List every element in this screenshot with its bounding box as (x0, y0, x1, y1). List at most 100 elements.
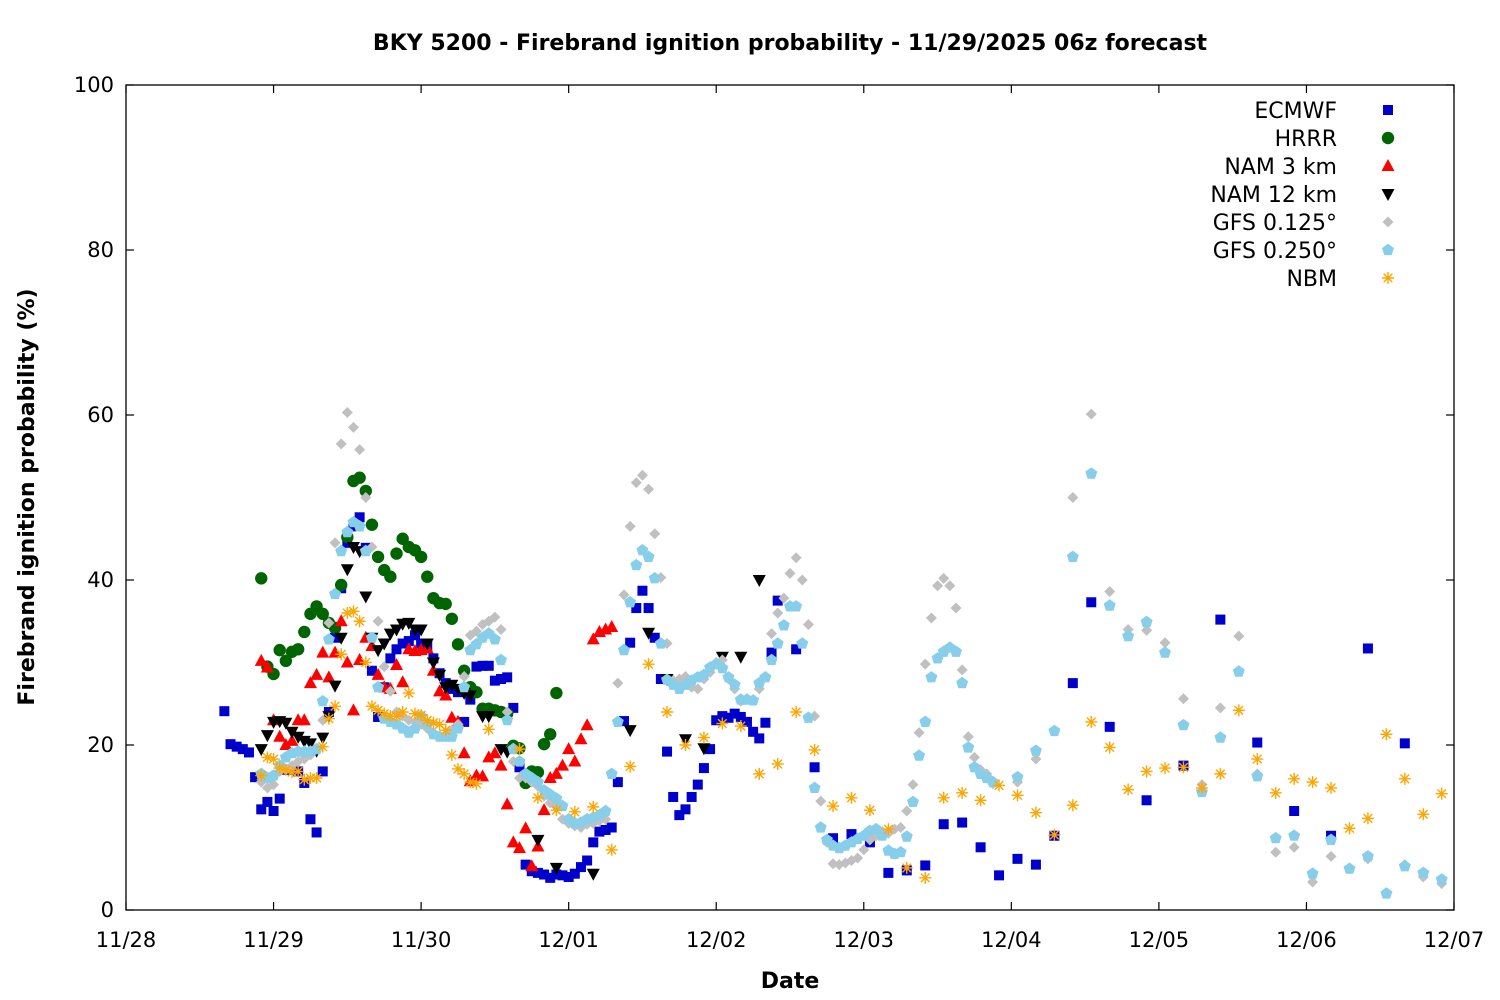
data-point-nbm (359, 656, 372, 669)
data-point-gfs-0-250 (968, 761, 981, 773)
data-point-hrrr (414, 550, 428, 564)
data-point-gfs-0-250 (759, 671, 772, 683)
data-point-nbm (1066, 799, 1079, 812)
data-point-gfs-0-250 (728, 678, 741, 690)
data-point-nbm (273, 762, 286, 775)
data-point-nam-12-km (390, 624, 404, 637)
legend-marker-gfs-0-250 (1382, 243, 1394, 256)
data-point-nbm (292, 765, 305, 778)
data-point-ecmwf (655, 674, 666, 684)
x-tick-label: 12/05 (1129, 928, 1190, 952)
data-point-gfs-0-250 (636, 544, 649, 556)
data-point-nbm (439, 724, 452, 737)
data-point-nam-3-km (500, 797, 514, 810)
y-tick-label: 80 (87, 238, 114, 262)
data-point-gfs-0-250 (458, 681, 471, 693)
x-axis-label: Date (761, 969, 820, 994)
data-point-ecmwf (600, 824, 611, 835)
data-point-ecmwf (477, 660, 488, 671)
data-point-ecmwf (717, 711, 728, 722)
data-point-gfs-0-125 (341, 407, 353, 419)
data-point-ecmwf (594, 826, 605, 837)
data-point-gfs-0-125 (1288, 841, 1300, 853)
data-point-ecmwf (619, 716, 629, 727)
data-point-ecmwf (686, 791, 697, 802)
data-point-nam-12-km (383, 628, 397, 641)
data-point-nbm (568, 805, 581, 818)
data-point-nbm (900, 861, 913, 874)
x-tick-label: 11/29 (243, 928, 304, 952)
data-point-nam-3-km (574, 732, 588, 745)
data-point-gfs-0-125 (378, 661, 390, 673)
legend-marker-hrrr (1381, 131, 1395, 145)
data-point-nbm (1435, 787, 1448, 800)
data-point-gfs-0-250 (624, 596, 637, 608)
data-point-nbm (1122, 783, 1135, 796)
data-point-nbm (1011, 789, 1024, 802)
data-point-nbm (482, 723, 495, 736)
data-point-ecmwf (563, 872, 574, 882)
data-point-nam-12-km (340, 564, 354, 577)
data-point-ecmwf (760, 717, 771, 728)
data-point-gfs-0-250 (1288, 829, 1301, 841)
data-point-nbm (1048, 828, 1061, 841)
data-point-gfs-0-125 (815, 795, 827, 807)
data-point-nam-3-km (340, 655, 354, 668)
x-tick-label: 11/30 (391, 928, 452, 952)
data-point-gfs-0-250 (1380, 887, 1393, 899)
data-point-nbm (679, 739, 692, 751)
data-point-hrrr (255, 572, 268, 585)
axes: 11/28 11/29 11/30 12/01 12/02 12/03 12/04 12/05… (74, 73, 1484, 952)
data-point-ecmwf (366, 665, 377, 676)
data-point-gfs-0-125 (1030, 753, 1042, 765)
legend: ECMWF HRRR NAM 3 km NAM 12 km GFS 0.125° GFS … (1210, 99, 1395, 292)
data-point-nbm (1417, 808, 1430, 821)
data-point-gfs-0-125 (1177, 693, 1189, 705)
legend-marker-ecmwf (1383, 105, 1393, 115)
data-point-gfs-0-250 (365, 631, 378, 643)
data-point-ecmwf (741, 716, 752, 727)
data-point-gfs-0-250 (1417, 866, 1430, 878)
data-point-nam-3-km (537, 803, 551, 816)
data-point-nbm (396, 706, 409, 718)
data-point-nbm (402, 687, 415, 700)
data-point-gfs-0-125 (790, 552, 802, 564)
data-point-hrrr (298, 625, 311, 639)
data-point-ecmwf (502, 672, 513, 683)
data-point-nbm (1343, 822, 1356, 835)
x-tick-label: 12/04 (981, 928, 1042, 952)
legend-label-nam-12-km: NAM 12 km (1210, 183, 1337, 208)
data-point-gfs-0-250 (814, 821, 827, 833)
data-point-nam-3-km (525, 859, 539, 872)
data-point-nbm (845, 791, 858, 804)
data-point-gfs-0-125 (618, 589, 630, 601)
data-point-hrrr (457, 664, 471, 677)
legend-label-hrrr: HRRR (1275, 127, 1337, 152)
data-point-gfs-0-250 (808, 781, 821, 793)
data-point-ecmwf (846, 829, 857, 840)
data-point-gfs-0-125 (913, 727, 925, 739)
data-point-nam-12-km (752, 575, 766, 587)
data-point-nbm (390, 710, 403, 723)
data-point-nam-3-km (556, 758, 570, 771)
data-point-ecmwf (711, 715, 722, 726)
data-point-nam-3-km (445, 710, 459, 723)
data-point-ecmwf (1141, 795, 1152, 806)
data-point-nam-3-km (310, 667, 324, 680)
data-point-gfs-0-250 (907, 795, 919, 807)
data-point-gfs-0-125 (766, 628, 778, 640)
data-point-gfs-0-250 (956, 676, 969, 689)
series-gfs-0-125 (255, 407, 1448, 899)
data-point-gfs-0-250 (1214, 731, 1227, 743)
data-point-nbm (415, 709, 428, 722)
data-point-ecmwf (883, 867, 894, 878)
data-point-nbm (863, 804, 876, 817)
data-point-nbm (1195, 781, 1208, 794)
data-point-nbm (378, 707, 391, 720)
data-point-nbm (329, 700, 342, 713)
data-point-nbm (452, 762, 464, 775)
data-point-gfs-0-250 (894, 846, 907, 858)
data-point-gfs-0-250 (452, 722, 464, 734)
y-tick-label: 0 (101, 898, 114, 922)
